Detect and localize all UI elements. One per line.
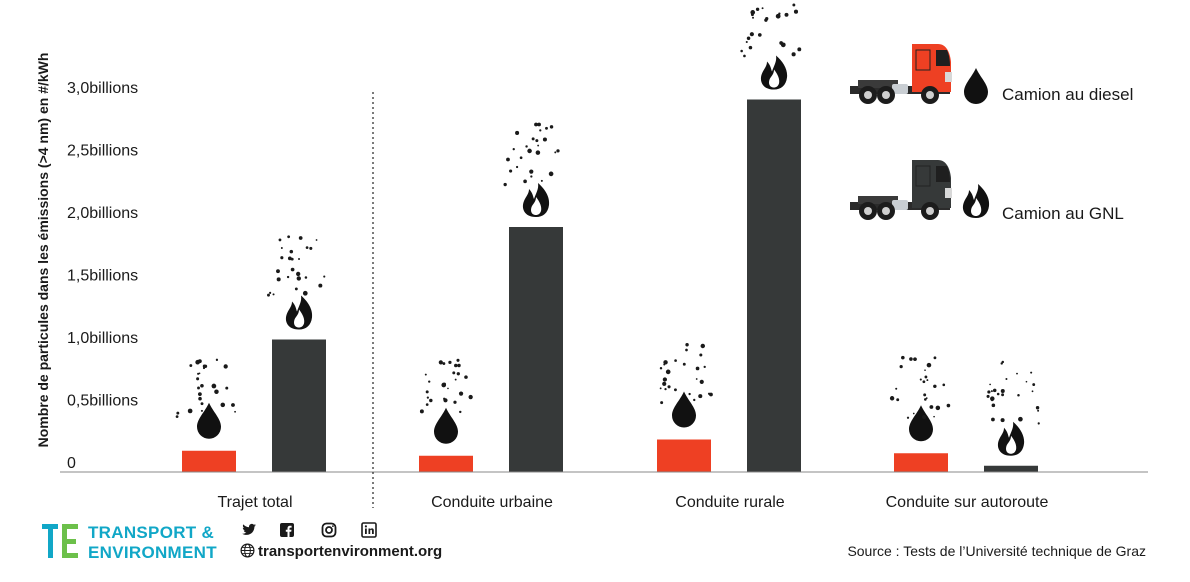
- particle-specks: [503, 122, 560, 187]
- particle-specks: [267, 235, 326, 297]
- bar-gnl: [272, 339, 326, 472]
- legend-flame-icon: [962, 184, 990, 218]
- bar-diesel: [182, 450, 236, 472]
- linkedin-icon[interactable]: [360, 521, 378, 539]
- bar-diesel: [419, 455, 473, 472]
- twitter-icon[interactable]: [240, 521, 258, 539]
- te-logo-mark: [42, 524, 78, 558]
- bar-decorations: [175, 3, 1040, 456]
- y-tick-label: 1,5billions: [67, 268, 138, 285]
- y-tick-label: 1,0billions: [67, 330, 138, 347]
- instagram-icon[interactable]: [320, 521, 338, 539]
- website-link[interactable]: transportenvironment.org: [240, 543, 442, 560]
- bar-diesel: [894, 453, 948, 472]
- bar-gnl: [747, 99, 801, 472]
- logo-text-environment: ENVIRONMENT: [88, 543, 217, 562]
- globe-icon: [240, 543, 255, 558]
- x-category-label: Conduite urbaine: [431, 494, 553, 511]
- facebook-icon[interactable]: [278, 521, 296, 539]
- y-axis-title: Nombre de particules dans les émissions …: [35, 53, 51, 448]
- bar-diesel: [657, 439, 711, 472]
- x-category-label: Conduite sur autoroute: [886, 494, 1049, 511]
- legend: Camion au diesel Camion au GNL: [850, 44, 1133, 223]
- x-category-label: Trajet total: [218, 494, 293, 511]
- te-logo[interactable]: TRANSPORT & ENVIRONMENT: [40, 522, 240, 564]
- legend-oil-drop-icon: [964, 68, 988, 104]
- y-tick-label: 2,5billions: [67, 143, 138, 160]
- website-text: transportenvironment.org: [258, 543, 443, 560]
- flame-icon: [760, 55, 788, 90]
- logo-text-transport: TRANSPORT &: [88, 523, 215, 542]
- flame-icon: [285, 295, 313, 330]
- x-axis-categories: Trajet total Conduite urbaine Conduite rur…: [218, 494, 1049, 511]
- particle-specks: [740, 3, 802, 58]
- y-tick-label: 0: [67, 455, 76, 472]
- bar-gnl: [984, 465, 1038, 472]
- legend-label-gnl: Camion au GNL: [1002, 204, 1124, 223]
- footer: TRANSPORT & ENVIRONMENT transp: [40, 518, 1160, 568]
- particle-specks: [986, 360, 1040, 425]
- x-category-label: Conduite rurale: [675, 494, 785, 511]
- diesel-truck-icon: [850, 44, 952, 104]
- y-axis-ticks: 0 0,5billions 1,0billions 1,5billions 2,0bil…: [67, 80, 138, 472]
- y-axis-label: Nombre de particules dans les émissions …: [35, 53, 51, 448]
- source-note: Source : Tests de l’Université technique…: [847, 543, 1146, 559]
- oil-drop-icon: [434, 407, 458, 444]
- particle-specks: [419, 358, 473, 414]
- oil-drop-icon: [672, 391, 696, 428]
- gnl-truck-icon: [850, 160, 952, 220]
- particle-specks: [175, 358, 236, 418]
- bar-gnl: [509, 227, 563, 472]
- y-tick-label: 3,0billions: [67, 80, 138, 97]
- oil-drop-icon: [197, 402, 221, 439]
- flame-icon: [522, 183, 550, 217]
- oil-drop-icon: [909, 405, 933, 442]
- particle-specks: [889, 355, 951, 420]
- legend-label-diesel: Camion au diesel: [1002, 85, 1133, 104]
- y-tick-label: 0,5billions: [67, 393, 138, 410]
- particle-specks: [659, 343, 713, 405]
- bars: [182, 99, 1038, 472]
- y-tick-label: 2,0billions: [67, 205, 138, 222]
- flame-icon: [997, 421, 1025, 456]
